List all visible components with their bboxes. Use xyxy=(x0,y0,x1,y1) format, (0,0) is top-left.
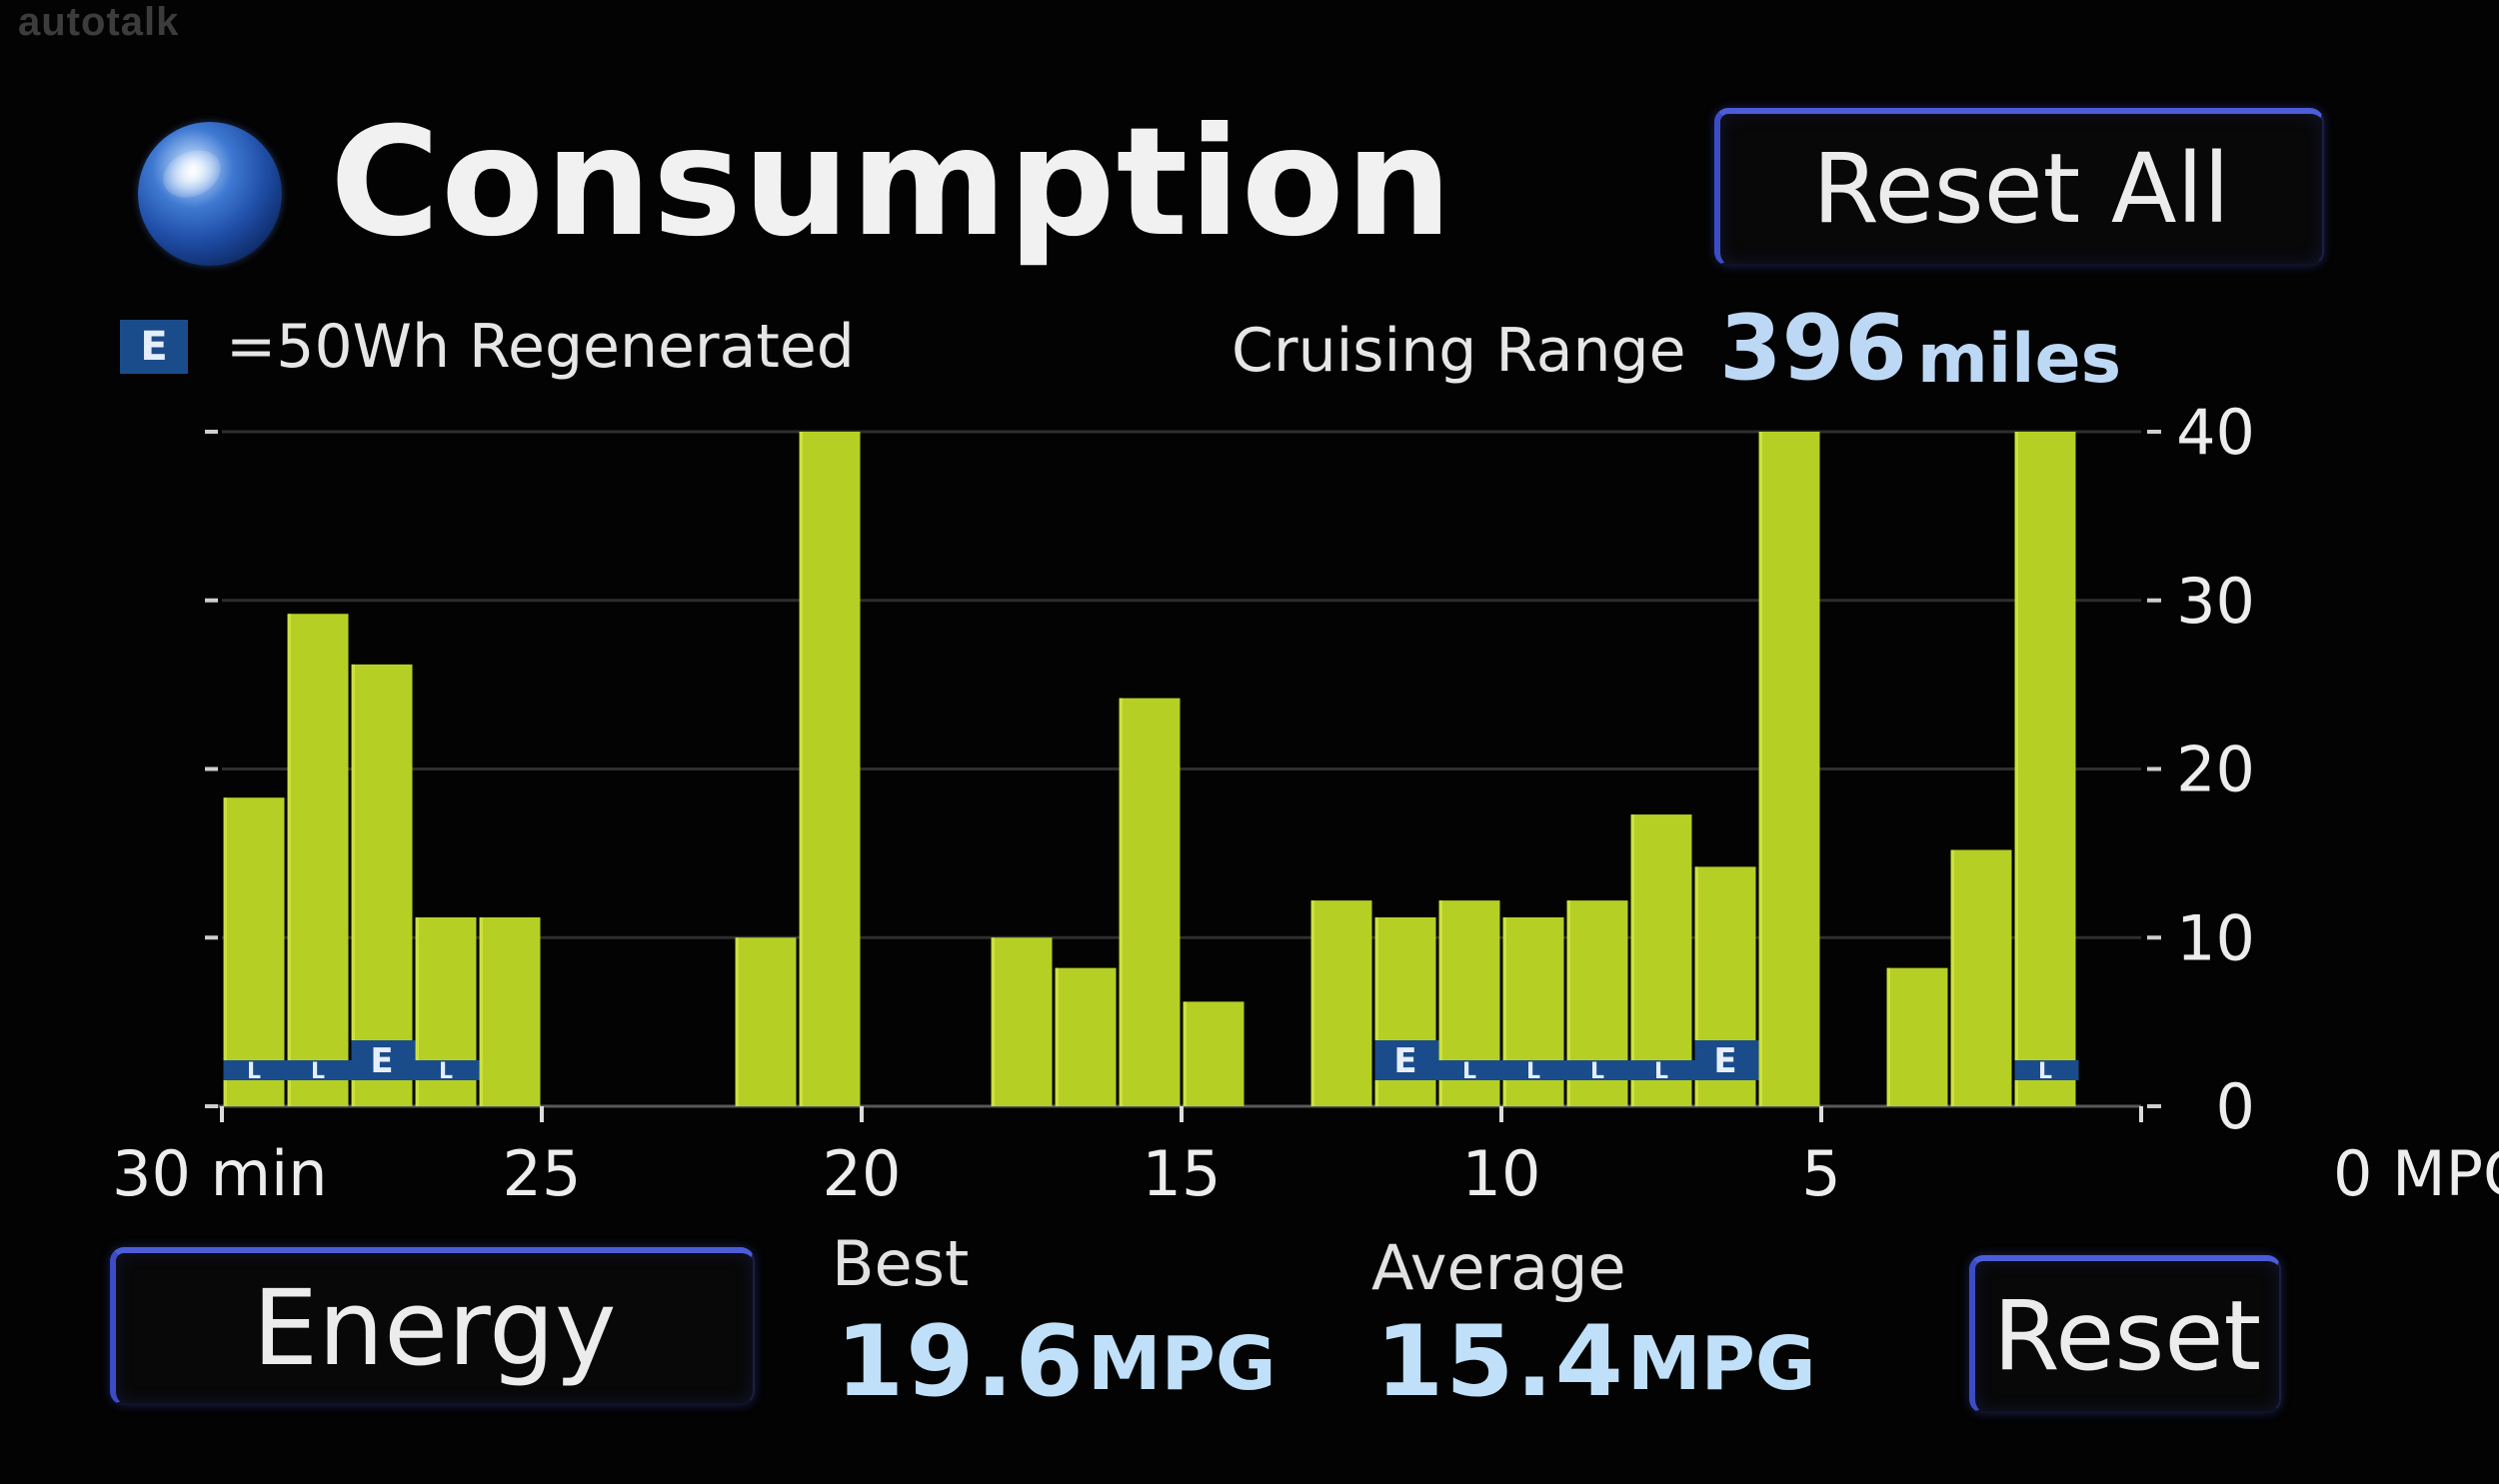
mpg-bar xyxy=(1183,1001,1245,1106)
x-tick-label: 5 xyxy=(1801,1137,1840,1210)
y-tick-label: 10 xyxy=(2176,901,2255,974)
y-tick-label: 0 xyxy=(2216,1070,2255,1143)
mpg-bar xyxy=(479,917,541,1106)
regen-block xyxy=(1694,1040,1759,1080)
y-tick-label: 30 xyxy=(2176,565,2255,638)
mpg-bar xyxy=(287,614,349,1106)
cruising-range-unit: miles xyxy=(1917,320,2122,399)
best-label: Best xyxy=(832,1227,970,1300)
mpg-bar xyxy=(991,937,1053,1106)
regen-block xyxy=(415,1060,480,1080)
average-value: 15.4 xyxy=(1375,1305,1625,1419)
regen-legend-text: =50Wh Regenerated xyxy=(226,312,855,382)
regen-block-label: L xyxy=(311,1059,325,1084)
mpg-bar xyxy=(1886,967,1948,1106)
best-value: 19.6 xyxy=(836,1305,1086,1419)
mpg-bar xyxy=(1119,698,1181,1106)
page-title: Consumption xyxy=(330,96,1453,270)
y-tick-label: 20 xyxy=(2176,734,2255,806)
regen-block-label: E xyxy=(1713,1041,1736,1081)
regen-block xyxy=(1438,1060,1503,1080)
reset-button[interactable]: Reset xyxy=(1969,1255,2281,1413)
regen-block xyxy=(1630,1060,1695,1080)
mpg-bar xyxy=(223,797,285,1106)
x-tick-label: 10 xyxy=(1462,1137,1541,1210)
regen-block xyxy=(1502,1060,1567,1080)
x-tick-label: 15 xyxy=(1143,1137,1222,1210)
regen-block-label: L xyxy=(1462,1059,1476,1084)
x-tick-label: 25 xyxy=(503,1137,582,1210)
best-unit: MPG xyxy=(1088,1321,1276,1407)
regen-block xyxy=(1374,1040,1439,1080)
regen-block-label: L xyxy=(1590,1059,1604,1084)
x-tick-label: 0 MPG xyxy=(2333,1137,2499,1210)
regen-block xyxy=(1566,1060,1631,1080)
regen-block xyxy=(223,1060,288,1080)
mpg-bar xyxy=(1310,900,1372,1106)
regen-block-label: E xyxy=(1393,1041,1416,1081)
reset-all-button[interactable]: Reset All xyxy=(1714,108,2324,266)
energy-button[interactable]: Energy xyxy=(110,1247,755,1405)
cruising-range-label: Cruising Range xyxy=(1232,316,1686,386)
globe-icon xyxy=(138,122,282,266)
mpg-bar xyxy=(1758,432,1820,1106)
regen-block xyxy=(351,1040,416,1080)
y-tick-label: 40 xyxy=(2176,396,2255,469)
mpg-bar xyxy=(1055,967,1117,1106)
regen-legend-badge: E xyxy=(120,320,188,374)
regen-block-label: L xyxy=(2038,1059,2052,1084)
regen-block xyxy=(287,1060,352,1080)
regen-block-label: L xyxy=(439,1059,453,1084)
mpg-bar xyxy=(799,432,861,1106)
regen-block-label: E xyxy=(370,1041,393,1081)
average-label: Average xyxy=(1371,1231,1626,1304)
regen-block xyxy=(2014,1060,2079,1080)
mpg-bar xyxy=(351,664,413,1106)
regen-block-label: L xyxy=(247,1059,261,1084)
regen-block-label: L xyxy=(1654,1059,1668,1084)
mpg-bar xyxy=(735,937,797,1106)
x-tick-label: 20 xyxy=(823,1137,902,1210)
mpg-bar xyxy=(1950,849,2012,1106)
cruising-range-value: 396 xyxy=(1719,296,1907,401)
regen-block-label: L xyxy=(1526,1059,1540,1084)
average-unit: MPG xyxy=(1627,1321,1816,1407)
watermark: autotalk xyxy=(18,0,180,44)
mpg-bar xyxy=(1630,814,1692,1106)
x-tick-label: 30 min xyxy=(112,1137,328,1210)
mpg-bar xyxy=(2014,432,2076,1106)
